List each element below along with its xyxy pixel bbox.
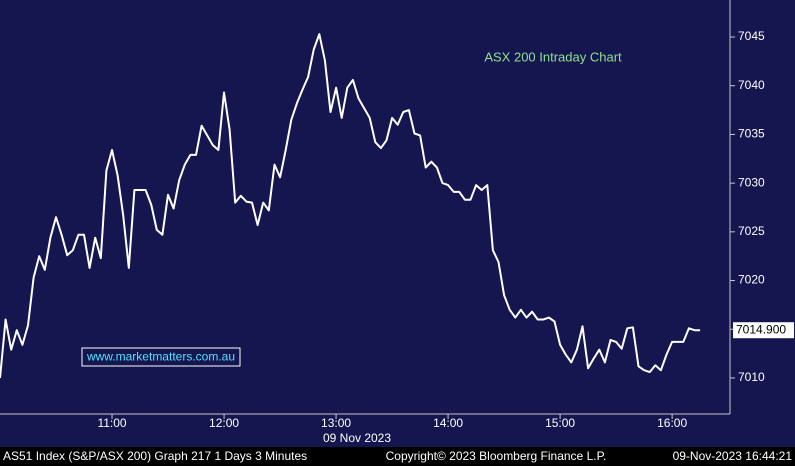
x-tick-label: 16:00 xyxy=(657,416,687,430)
x-tick-label: 12:00 xyxy=(209,416,239,430)
y-tick-label: 7035 xyxy=(738,127,765,141)
y-tick-label: 7040 xyxy=(738,78,765,92)
y-tick-label: 7020 xyxy=(738,273,765,287)
watermark: www.marketmatters.com.au xyxy=(86,350,235,364)
last-price-label: 7014.900 xyxy=(736,322,786,336)
watermark-box xyxy=(81,347,241,367)
y-tick-label: 7010 xyxy=(738,370,765,384)
price-line xyxy=(0,33,701,379)
annotation: ASX 200 Intraday Chart xyxy=(484,49,622,64)
x-tick-label: 13:00 xyxy=(321,416,351,430)
x-tick-label: 15:00 xyxy=(545,416,575,430)
footer-left: AS51 Index (S&P/ASX 200) Graph 217 1 Day… xyxy=(3,449,307,463)
footer-bar xyxy=(0,447,795,466)
y-tick-label: 7030 xyxy=(738,175,765,189)
x-tick-label: 11:00 xyxy=(97,416,126,430)
footer-right: 09-Nov-2023 16:44:21 xyxy=(673,449,793,463)
y-tick-label: 7025 xyxy=(738,224,765,238)
background xyxy=(0,0,795,447)
y-tick-label: 7045 xyxy=(738,29,765,43)
footer-center: Copyright© 2023 Bloomberg Finance L.P. xyxy=(386,449,607,463)
last-price-box xyxy=(733,322,794,339)
x-tick-label: 14:00 xyxy=(433,416,463,430)
date-label: 09 Nov 2023 xyxy=(323,431,391,445)
